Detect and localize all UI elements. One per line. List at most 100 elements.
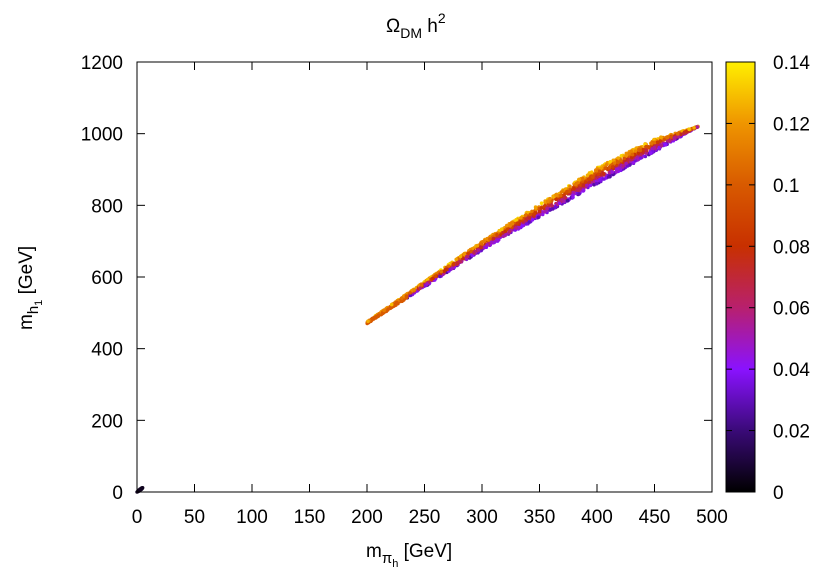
colorbar-tick-labels: 0 0.02 0.04 0.06 0.08 0.1 0.12 0.14 xyxy=(773,53,810,504)
x-tick-label: 100 xyxy=(236,507,268,528)
data-point xyxy=(451,262,456,267)
data-point xyxy=(550,204,554,208)
xlabel-subsub: h xyxy=(392,558,398,570)
data-point xyxy=(400,296,404,300)
data-point xyxy=(489,240,494,244)
title-mid: h xyxy=(422,16,438,37)
data-point xyxy=(418,286,423,290)
data-point xyxy=(610,165,615,169)
xlabel-sub: π xyxy=(382,550,392,567)
data-point xyxy=(585,183,589,188)
data-point xyxy=(516,225,521,230)
data-point xyxy=(581,176,585,181)
y-tick-label: 800 xyxy=(91,196,123,217)
axis-ticks xyxy=(136,61,713,493)
x-tick-labels: 0 50 100 150 200 250 300 350 400 450 500 xyxy=(132,507,728,528)
data-point xyxy=(668,139,672,143)
data-point xyxy=(450,266,454,271)
colorbar-tick-label: 0.02 xyxy=(773,422,810,443)
data-point xyxy=(644,144,648,149)
data-point xyxy=(472,251,476,255)
data-point xyxy=(536,215,541,219)
x-tick-label: 450 xyxy=(639,507,671,528)
data-point xyxy=(478,245,483,249)
data-point xyxy=(553,205,558,209)
data-point xyxy=(597,169,602,173)
data-point xyxy=(619,154,624,158)
data-point xyxy=(594,181,599,186)
data-point xyxy=(659,143,664,148)
colorbar-tick-label: 0.12 xyxy=(773,114,810,135)
data-point xyxy=(655,140,660,144)
data-point xyxy=(649,151,653,155)
data-point xyxy=(554,197,558,202)
data-point xyxy=(630,152,635,157)
data-point xyxy=(488,237,492,241)
x-tick-label: 350 xyxy=(524,507,556,528)
data-point xyxy=(559,190,564,194)
data-point xyxy=(458,254,463,259)
data-point xyxy=(485,243,489,247)
data-point xyxy=(662,137,666,142)
data-point xyxy=(644,148,648,152)
data-point xyxy=(443,267,448,272)
data-point xyxy=(612,161,617,165)
data-point xyxy=(614,169,619,174)
data-point xyxy=(524,222,529,226)
data-point xyxy=(563,196,568,200)
data-point xyxy=(496,238,501,242)
x-tick-label: 250 xyxy=(409,507,441,528)
data-point xyxy=(481,240,485,244)
data-point xyxy=(565,198,570,203)
data-point xyxy=(138,487,142,492)
data-point xyxy=(465,254,469,259)
data-point xyxy=(431,276,435,281)
data-point xyxy=(491,236,496,241)
data-point xyxy=(545,206,549,211)
data-point xyxy=(374,314,379,319)
data-point xyxy=(663,143,668,147)
data-point xyxy=(515,221,520,225)
data-point xyxy=(572,186,576,191)
x-tick-label: 200 xyxy=(351,507,383,528)
data-point xyxy=(530,217,535,222)
data-point xyxy=(527,216,532,220)
data-point xyxy=(616,156,620,160)
data-point xyxy=(585,173,590,178)
data-point xyxy=(446,264,451,268)
data-point xyxy=(520,224,524,228)
y-tick-label: 1000 xyxy=(81,125,123,146)
data-point xyxy=(631,161,635,165)
data-point xyxy=(573,182,578,187)
data-point xyxy=(560,198,564,202)
data-point xyxy=(665,135,670,140)
data-points xyxy=(135,124,700,494)
data-point xyxy=(389,302,394,307)
data-point xyxy=(606,175,611,179)
data-point xyxy=(542,204,547,209)
data-point xyxy=(495,233,499,237)
title-base: Ω xyxy=(386,16,400,37)
data-point xyxy=(394,302,398,306)
data-point xyxy=(539,206,544,210)
data-point xyxy=(557,201,562,206)
y-tick-label: 400 xyxy=(91,340,123,361)
data-point xyxy=(624,161,628,166)
data-point xyxy=(558,193,563,198)
data-point xyxy=(548,207,553,212)
data-point xyxy=(412,288,416,292)
data-point xyxy=(636,151,641,155)
data-point xyxy=(586,177,591,181)
data-point xyxy=(576,188,580,193)
data-point xyxy=(536,207,541,211)
data-point xyxy=(454,257,459,262)
data-point xyxy=(404,295,409,300)
xlabel-unit: [GeV] xyxy=(398,541,452,562)
data-point xyxy=(548,196,552,201)
data-point xyxy=(596,172,601,177)
data-point xyxy=(589,170,594,174)
x-tick-label: 500 xyxy=(696,507,728,528)
colorbar-tick-label: 0.06 xyxy=(773,299,810,320)
chart-title: ΩDM h2 xyxy=(386,10,446,41)
